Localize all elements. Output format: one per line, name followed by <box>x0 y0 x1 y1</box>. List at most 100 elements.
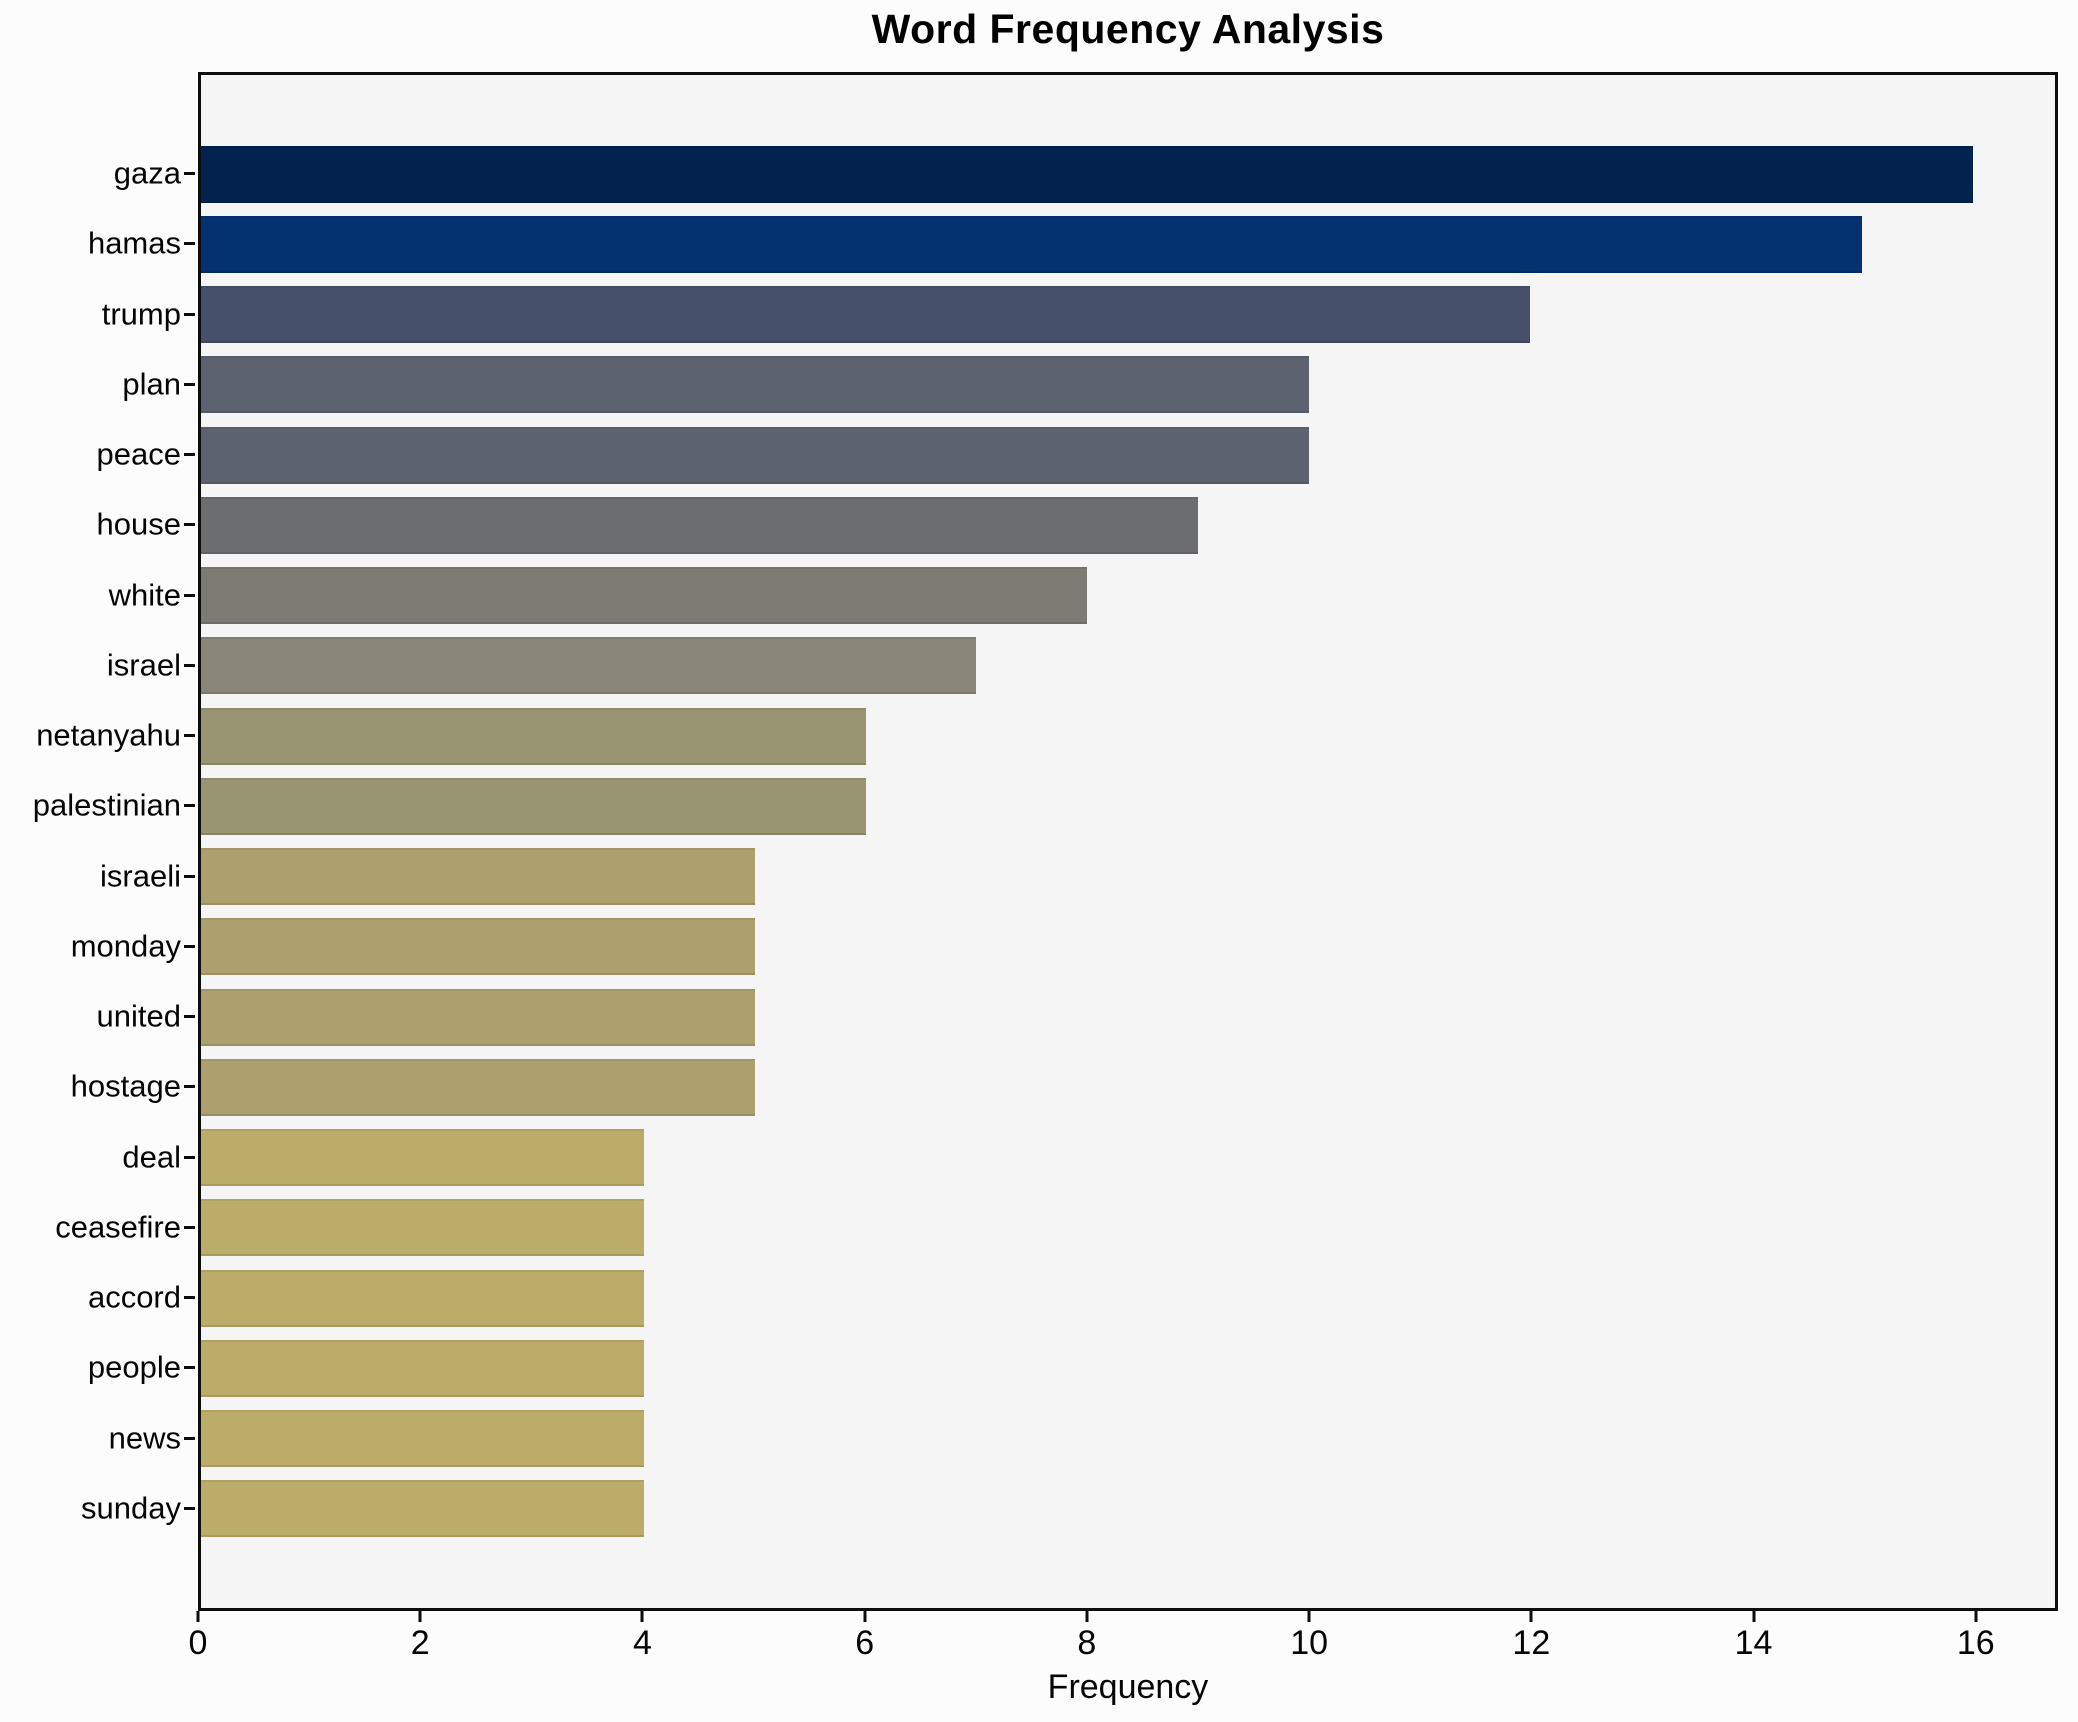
y-tick-mark <box>184 1085 195 1089</box>
bar <box>201 1480 644 1538</box>
bar-row: ceasefire <box>55 1193 2055 1263</box>
y-tick-mark <box>184 874 195 878</box>
bar <box>201 567 1088 625</box>
x-tick-label: 8 <box>1077 1624 1097 1662</box>
x-tick-label: 0 <box>188 1624 208 1662</box>
x-tick-label: 16 <box>1956 1624 1995 1662</box>
bar-row: peace <box>97 420 2055 490</box>
x-axis: 0 2 4 6 8 10 12 14 16 <box>189 1611 2058 1681</box>
bar-row: palestinian <box>33 771 2055 841</box>
x-tick-label: 2 <box>410 1624 430 1662</box>
plot-area: gaza hamas trump plan peace house white israel n… <box>33 72 2058 1611</box>
y-tick-label: people <box>87 1349 181 1385</box>
y-tick-label: peace <box>96 436 181 472</box>
bar <box>201 1410 644 1468</box>
bar <box>201 426 1309 484</box>
y-tick-label: house <box>96 506 181 542</box>
y-tick-mark <box>184 172 195 176</box>
y-tick-mark <box>184 1225 195 1229</box>
bar <box>201 286 1531 344</box>
bar-row: netanyahu <box>36 701 2055 771</box>
y-tick-label: hostage <box>70 1068 181 1104</box>
y-tick-label: ceasefire <box>55 1209 181 1245</box>
y-tick-label: news <box>108 1419 181 1455</box>
bar <box>201 707 866 765</box>
x-tick-mark <box>863 1611 867 1622</box>
y-tick-mark <box>184 593 195 597</box>
bar <box>201 848 755 906</box>
y-tick-mark <box>184 1366 195 1370</box>
bar <box>201 496 1198 554</box>
bar-row: plan <box>122 350 2055 420</box>
y-tick-label: palestinian <box>32 787 181 823</box>
x-tick-label: 10 <box>1290 1624 1329 1662</box>
bar-row: united <box>97 982 2055 1052</box>
bar-row: gaza <box>114 139 2055 209</box>
bar-row: israel <box>107 631 2055 701</box>
bar-rows-container: gaza hamas trump plan peace house white israel n… <box>33 75 2055 1608</box>
x-tick-mark <box>1752 1611 1756 1622</box>
bar-row: people <box>88 1333 2055 1403</box>
x-tick-label: 14 <box>1734 1624 1773 1662</box>
y-tick-label: plan <box>122 366 181 402</box>
x-axis-label: Frequency <box>1047 1668 1209 1706</box>
bar <box>201 777 866 835</box>
y-tick-mark <box>184 944 195 948</box>
x-tick-mark <box>196 1611 200 1622</box>
bar <box>201 1129 644 1187</box>
y-tick-mark <box>184 242 195 246</box>
bar-row: news <box>109 1404 2055 1474</box>
chart-title: Word Frequency Analysis <box>871 6 1385 52</box>
bar-row: israeli <box>100 842 2055 912</box>
y-tick-mark <box>184 1155 195 1159</box>
bar <box>201 918 755 976</box>
y-tick-mark <box>184 804 195 808</box>
y-tick-label: israeli <box>100 857 181 893</box>
y-tick-label: deal <box>122 1138 181 1174</box>
y-tick-label: trump <box>101 295 181 331</box>
x-tick-label: 6 <box>855 1624 875 1662</box>
y-tick-mark <box>184 1506 195 1510</box>
bar-row: deal <box>122 1123 2055 1193</box>
x-tick-mark <box>1307 1611 1311 1622</box>
bar-row: accord <box>88 1263 2055 1333</box>
x-tick-mark <box>418 1611 422 1622</box>
bar-row: house <box>97 490 2055 560</box>
y-tick-mark <box>184 734 195 738</box>
bar-row: sunday <box>81 1474 2055 1544</box>
bar <box>201 1058 755 1116</box>
y-tick-label: accord <box>87 1279 181 1315</box>
x-tick-label: 12 <box>1512 1624 1551 1662</box>
y-tick-label: monday <box>70 928 181 964</box>
bar <box>201 215 1863 273</box>
bar <box>201 356 1309 414</box>
y-tick-mark <box>184 382 195 386</box>
x-tick-mark <box>1974 1611 1978 1622</box>
y-tick-mark <box>184 453 195 457</box>
y-tick-mark <box>184 1296 195 1300</box>
bar-row: trump <box>102 280 2055 350</box>
y-tick-mark <box>184 1015 195 1019</box>
bar <box>201 1269 644 1327</box>
x-tick-mark <box>640 1611 644 1622</box>
bar <box>201 145 1974 203</box>
bar-row: monday <box>71 912 2055 982</box>
y-tick-mark <box>184 312 195 316</box>
x-tick-mark <box>1529 1611 1533 1622</box>
y-tick-label: israel <box>106 647 181 683</box>
bar-row: hamas <box>88 209 2055 279</box>
y-tick-mark <box>184 663 195 667</box>
y-tick-mark <box>184 1436 195 1440</box>
bar-row: hostage <box>71 1052 2055 1122</box>
bar-row: white <box>109 561 2055 631</box>
y-tick-label: netanyahu <box>36 717 181 753</box>
bar <box>201 637 977 695</box>
x-tick-mark <box>1085 1611 1089 1622</box>
y-tick-label: white <box>108 576 181 612</box>
bar <box>201 988 755 1046</box>
y-tick-label: gaza <box>113 155 181 191</box>
y-tick-label: hamas <box>87 225 181 261</box>
y-tick-mark <box>184 523 195 527</box>
bar <box>201 1339 644 1397</box>
